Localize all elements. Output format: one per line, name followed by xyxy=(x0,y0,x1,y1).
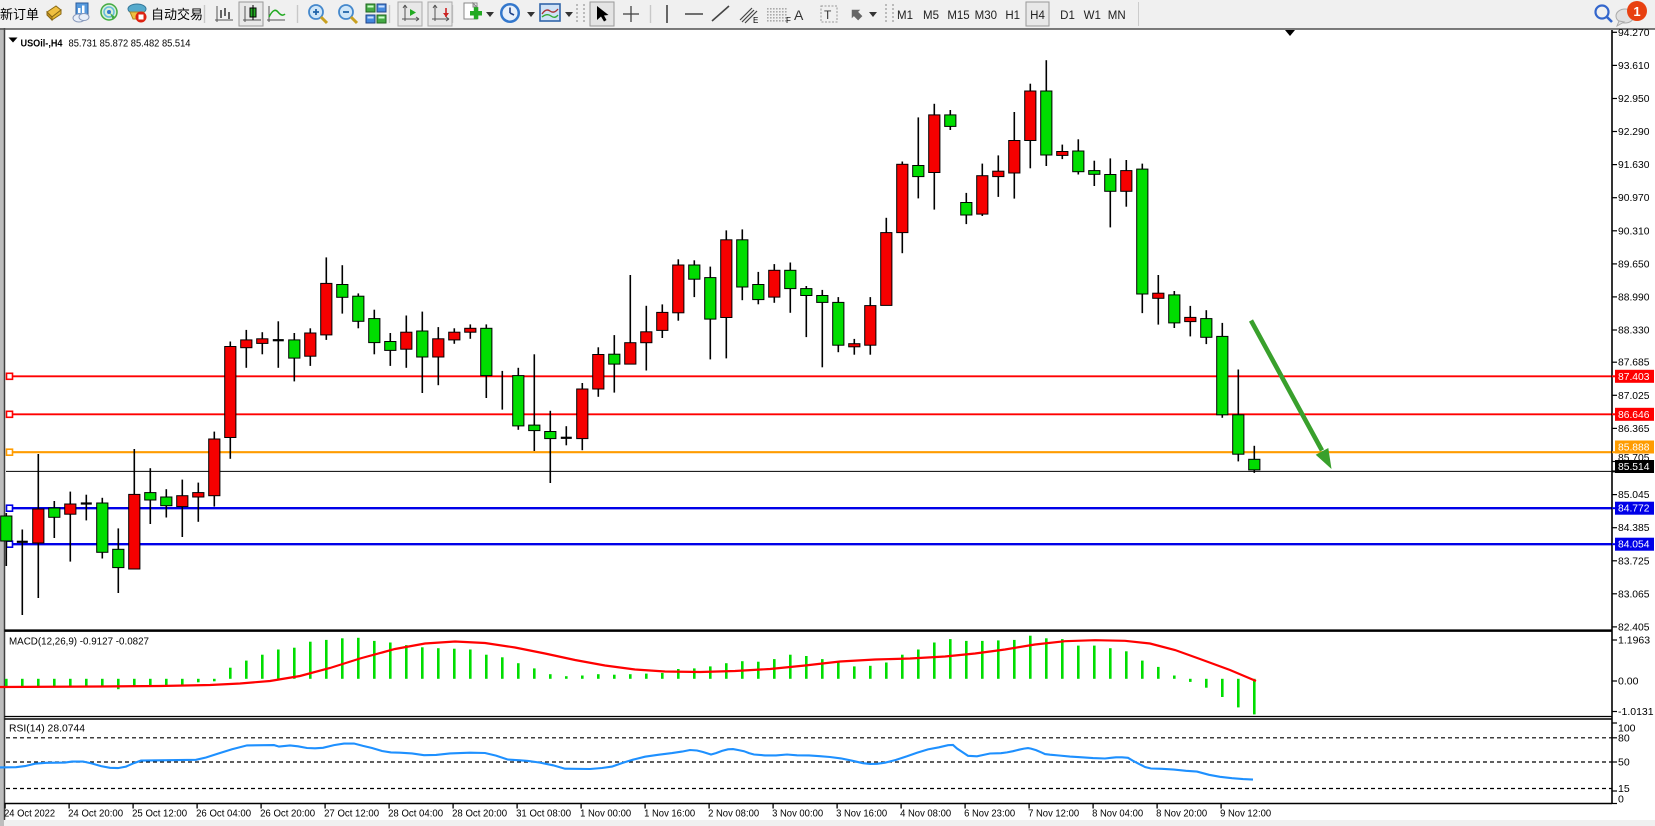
svg-text:1 Nov 00:00: 1 Nov 00:00 xyxy=(580,809,631,820)
svg-text:90.310: 90.310 xyxy=(1618,225,1650,237)
svg-text:94.270: 94.270 xyxy=(1618,28,1650,39)
svg-text:85.514: 85.514 xyxy=(1618,461,1650,473)
svg-text:W1: W1 xyxy=(1084,10,1101,22)
svg-text:83.065: 83.065 xyxy=(1618,588,1650,600)
svg-text:92.290: 92.290 xyxy=(1618,126,1650,138)
svg-text:80: 80 xyxy=(1618,732,1630,744)
svg-text:A: A xyxy=(794,7,804,23)
svg-text:84.772: 84.772 xyxy=(1618,503,1650,515)
svg-text:85.731 85.872 85.482 85.514: 85.731 85.872 85.482 85.514 xyxy=(69,38,191,50)
svg-text:M5: M5 xyxy=(923,10,939,22)
svg-text:86.365: 86.365 xyxy=(1618,423,1650,435)
svg-text:26 Oct 20:00: 26 Oct 20:00 xyxy=(260,809,315,820)
svg-text:82.405: 82.405 xyxy=(1618,621,1650,633)
svg-text:2 Nov 08:00: 2 Nov 08:00 xyxy=(708,809,759,820)
svg-text:86.646: 86.646 xyxy=(1618,409,1650,421)
svg-text:93.610: 93.610 xyxy=(1618,60,1650,72)
svg-text:89.650: 89.650 xyxy=(1618,258,1650,270)
svg-text:-1.0131: -1.0131 xyxy=(1618,706,1654,718)
svg-text:24 Oct 2022: 24 Oct 2022 xyxy=(4,809,55,820)
svg-text:88.330: 88.330 xyxy=(1618,325,1650,337)
svg-text:83.725: 83.725 xyxy=(1618,555,1650,567)
svg-text:0.00: 0.00 xyxy=(1618,676,1639,688)
svg-text:H1: H1 xyxy=(1005,10,1020,22)
svg-text:85.045: 85.045 xyxy=(1618,489,1650,501)
svg-text:28 Oct 20:00: 28 Oct 20:00 xyxy=(452,809,507,820)
svg-text:6 Nov 23:00: 6 Nov 23:00 xyxy=(964,809,1015,820)
svg-text:88.990: 88.990 xyxy=(1618,291,1650,303)
svg-text:4 Nov 08:00: 4 Nov 08:00 xyxy=(900,809,951,820)
svg-text:87.025: 87.025 xyxy=(1618,390,1650,402)
svg-text:0: 0 xyxy=(1618,794,1624,806)
svg-text:84.054: 84.054 xyxy=(1618,539,1650,551)
svg-text:7 Nov 12:00: 7 Nov 12:00 xyxy=(1028,809,1079,820)
svg-text:新订单: 新订单 xyxy=(0,7,39,22)
svg-text:F: F xyxy=(786,16,791,25)
svg-text:USOil-,H4: USOil-,H4 xyxy=(21,38,63,50)
svg-text:90.970: 90.970 xyxy=(1618,192,1650,204)
svg-text:87.685: 87.685 xyxy=(1618,357,1650,369)
svg-text:100: 100 xyxy=(1618,723,1636,735)
svg-text:15: 15 xyxy=(1618,783,1630,795)
svg-text:D1: D1 xyxy=(1060,10,1075,22)
svg-text:92.950: 92.950 xyxy=(1618,93,1650,105)
svg-text:1.1963: 1.1963 xyxy=(1618,635,1650,647)
svg-text:M30: M30 xyxy=(975,10,997,22)
svg-text:M15: M15 xyxy=(947,10,969,22)
svg-text:8 Nov 20:00: 8 Nov 20:00 xyxy=(1156,809,1207,820)
svg-text:28 Oct 04:00: 28 Oct 04:00 xyxy=(388,809,443,820)
svg-text:T: T xyxy=(824,8,832,22)
svg-text:M1: M1 xyxy=(897,10,913,22)
svg-text:87.403: 87.403 xyxy=(1618,371,1650,383)
svg-text:9 Nov 12:00: 9 Nov 12:00 xyxy=(1220,809,1271,820)
svg-text:31 Oct 08:00: 31 Oct 08:00 xyxy=(516,809,571,820)
svg-text:24 Oct 20:00: 24 Oct 20:00 xyxy=(68,809,123,820)
svg-text:1: 1 xyxy=(1633,4,1640,19)
svg-text:25 Oct 12:00: 25 Oct 12:00 xyxy=(132,809,187,820)
svg-text:H4: H4 xyxy=(1030,10,1045,22)
svg-text:E: E xyxy=(753,16,758,25)
svg-text:85.888: 85.888 xyxy=(1618,442,1650,454)
svg-text:3 Nov 00:00: 3 Nov 00:00 xyxy=(772,809,823,820)
svg-text:91.630: 91.630 xyxy=(1618,159,1650,171)
svg-text:8 Nov 04:00: 8 Nov 04:00 xyxy=(1092,809,1143,820)
svg-text:84.385: 84.385 xyxy=(1618,522,1650,534)
svg-text:RSI(14) 28.0744: RSI(14) 28.0744 xyxy=(9,724,85,735)
svg-text:26 Oct 04:00: 26 Oct 04:00 xyxy=(196,809,251,820)
svg-text:27 Oct 12:00: 27 Oct 12:00 xyxy=(324,809,379,820)
svg-text:自动交易: 自动交易 xyxy=(151,7,203,22)
svg-text:50: 50 xyxy=(1618,757,1630,769)
svg-text:MN: MN xyxy=(1108,10,1126,22)
svg-text:1 Nov 16:00: 1 Nov 16:00 xyxy=(644,809,695,820)
svg-text:MACD(12,26,9) -0.9127 -0.0827: MACD(12,26,9) -0.9127 -0.0827 xyxy=(9,637,149,648)
svg-text:3 Nov 16:00: 3 Nov 16:00 xyxy=(836,809,887,820)
